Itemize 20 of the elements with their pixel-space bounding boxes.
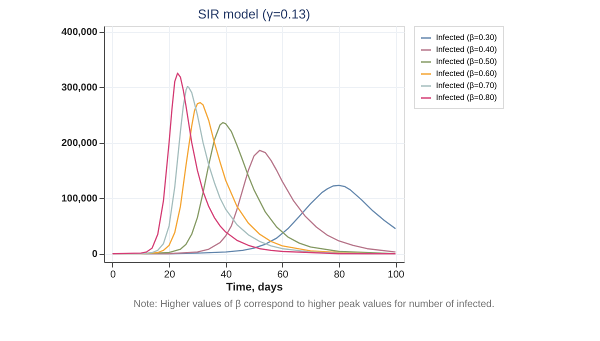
y-tick-label: 0 (92, 249, 98, 260)
legend-label: Infected (β=0.70) (436, 81, 498, 90)
x-axis-title: Time, days (226, 282, 283, 294)
legend-label: Infected (β=0.60) (436, 69, 498, 78)
legend-label: Infected (β=0.80) (436, 93, 498, 102)
legend-label: Infected (β=0.30) (436, 33, 498, 42)
chart-title: SIR model (γ=0.13) (198, 6, 310, 22)
x-tick-label: 100 (388, 270, 405, 280)
y-tick-label: 100,000 (61, 194, 98, 205)
x-tick-label: 20 (164, 270, 176, 280)
text: Note: Higher values of β correspond to higher peak values for number of infected. (134, 299, 494, 310)
x-tick-label: 0 (110, 270, 116, 280)
y-tick-label: 200,000 (61, 138, 98, 150)
legend-label: Infected (β=0.50) (436, 57, 498, 66)
legend-label: Infected (β=0.40) (436, 45, 498, 54)
x-tick-label: 80 (334, 270, 346, 280)
x-tick-label: 60 (277, 270, 289, 280)
y-tick-label: 300,000 (61, 82, 98, 94)
x-tick-label: 40 (220, 270, 232, 280)
y-tick-label: 400,000 (61, 27, 98, 38)
